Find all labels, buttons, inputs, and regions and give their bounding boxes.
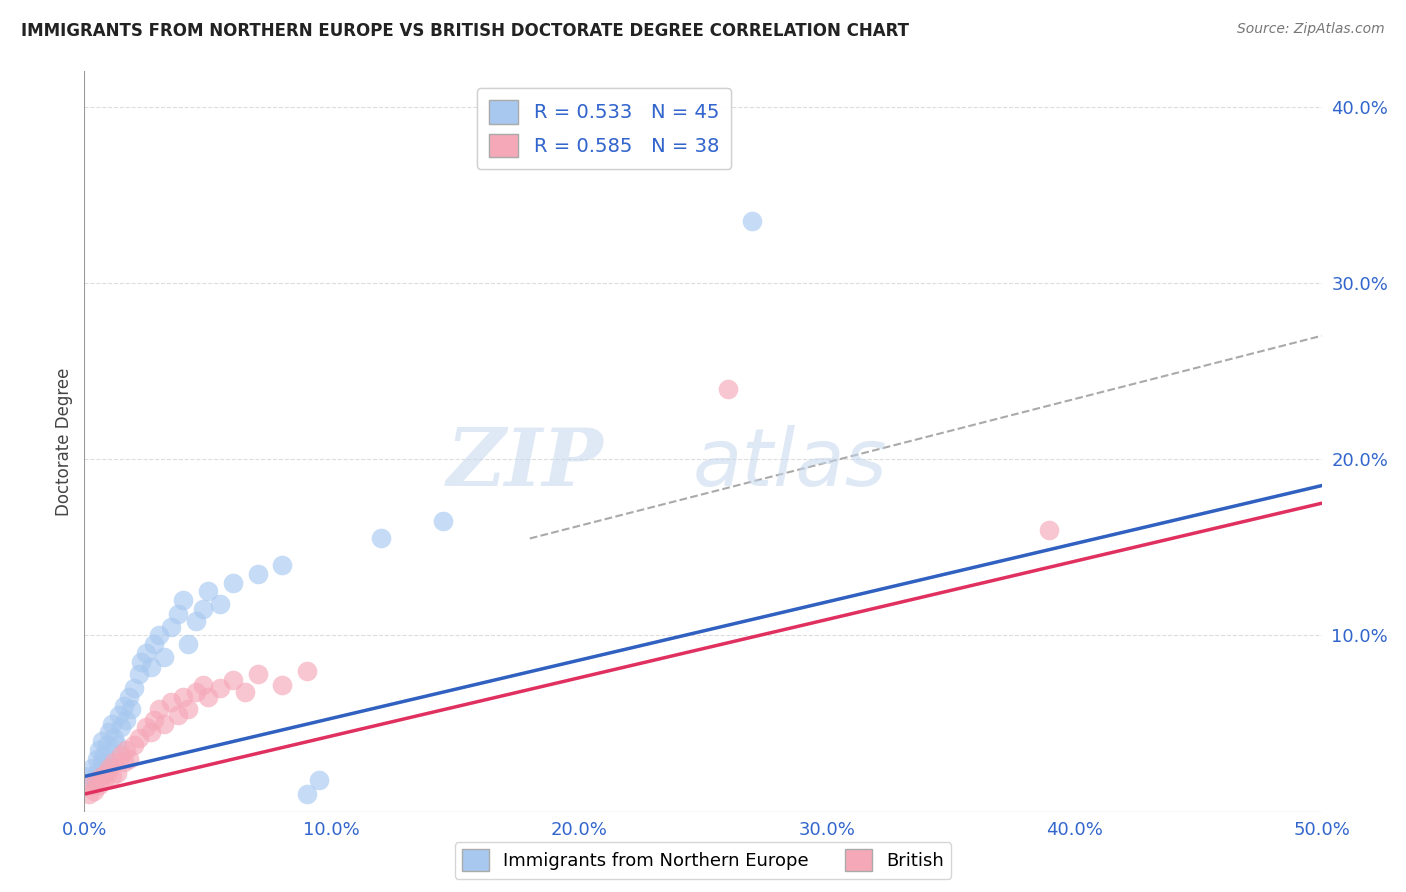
Point <box>271 678 294 692</box>
Point <box>135 646 157 660</box>
Point <box>172 593 194 607</box>
Point <box>135 720 157 734</box>
Point <box>86 752 108 766</box>
Point <box>112 698 135 713</box>
Point <box>152 649 174 664</box>
Text: atlas: atlas <box>692 425 887 503</box>
Point <box>80 761 103 775</box>
Point <box>167 607 190 622</box>
Point <box>246 566 269 581</box>
Point <box>93 772 115 787</box>
Point <box>167 707 190 722</box>
Point <box>141 725 163 739</box>
Point <box>89 743 111 757</box>
Point <box>148 628 170 642</box>
Point <box>308 772 330 787</box>
Point <box>177 702 200 716</box>
Point <box>118 752 141 766</box>
Point <box>86 766 108 780</box>
Text: ZIP: ZIP <box>447 425 605 502</box>
Point <box>103 731 125 745</box>
Y-axis label: Doctorate Degree: Doctorate Degree <box>55 368 73 516</box>
Point <box>100 716 122 731</box>
Point <box>90 756 112 770</box>
Point <box>80 778 103 792</box>
Point <box>184 685 207 699</box>
Point <box>184 615 207 629</box>
Point <box>197 584 219 599</box>
Point <box>115 743 138 757</box>
Point <box>79 769 101 783</box>
Point <box>98 725 121 739</box>
Point <box>177 637 200 651</box>
Point <box>233 685 256 699</box>
Point <box>118 690 141 705</box>
Point <box>741 214 763 228</box>
Point <box>110 720 132 734</box>
Legend: R = 0.533   N = 45, R = 0.585   N = 38: R = 0.533 N = 45, R = 0.585 N = 38 <box>477 88 731 169</box>
Point <box>93 748 115 763</box>
Point <box>100 769 122 783</box>
Point <box>105 766 128 780</box>
Point <box>90 769 112 783</box>
Point <box>90 734 112 748</box>
Point <box>128 731 150 745</box>
Text: IMMIGRANTS FROM NORTHERN EUROPE VS BRITISH DOCTORATE DEGREE CORRELATION CHART: IMMIGRANTS FROM NORTHERN EUROPE VS BRITI… <box>21 22 910 40</box>
Point <box>432 514 454 528</box>
Point <box>370 532 392 546</box>
Point <box>86 772 108 787</box>
Point <box>160 619 183 633</box>
Point <box>141 660 163 674</box>
Point <box>112 756 135 770</box>
Point <box>295 787 318 801</box>
Point <box>172 690 194 705</box>
Point <box>717 382 740 396</box>
Point <box>98 756 121 770</box>
Point <box>83 772 105 787</box>
Point <box>142 713 165 727</box>
Point <box>83 783 105 797</box>
Point <box>105 738 128 752</box>
Point <box>209 597 232 611</box>
Point <box>96 738 118 752</box>
Point <box>152 716 174 731</box>
Legend: Immigrants from Northern Europe, British: Immigrants from Northern Europe, British <box>454 842 952 879</box>
Point <box>129 655 152 669</box>
Point <box>191 678 214 692</box>
Point <box>1038 523 1060 537</box>
Point <box>271 558 294 572</box>
Point <box>122 681 145 696</box>
Point <box>209 681 232 696</box>
Point <box>120 702 142 716</box>
Point <box>96 766 118 780</box>
Text: Source: ZipAtlas.com: Source: ZipAtlas.com <box>1237 22 1385 37</box>
Point <box>122 738 145 752</box>
Point <box>295 664 318 678</box>
Point <box>246 667 269 681</box>
Point <box>197 690 219 705</box>
Point <box>115 713 138 727</box>
Point <box>89 778 111 792</box>
Point <box>191 602 214 616</box>
Point <box>142 637 165 651</box>
Point <box>222 673 245 687</box>
Point <box>148 702 170 716</box>
Point <box>98 761 121 775</box>
Point <box>79 787 101 801</box>
Point <box>160 695 183 709</box>
Point <box>222 575 245 590</box>
Point <box>108 707 131 722</box>
Point <box>128 667 150 681</box>
Point <box>103 756 125 770</box>
Point <box>110 748 132 763</box>
